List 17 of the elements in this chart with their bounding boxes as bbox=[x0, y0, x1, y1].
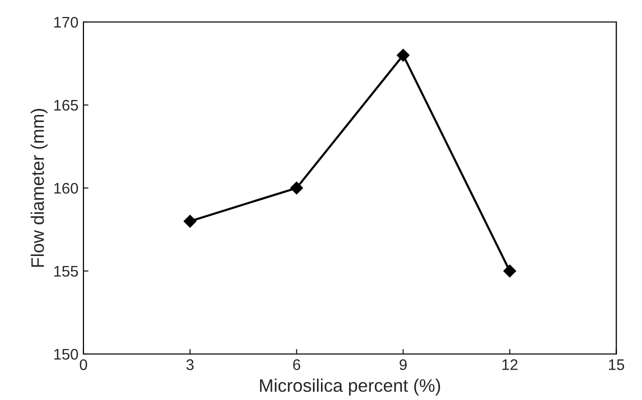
x-tick-label: 9 bbox=[400, 359, 407, 370]
x-tick-label: 0 bbox=[80, 359, 88, 370]
point bbox=[396, 48, 410, 62]
y-axis-title: Flow diameter (mm) bbox=[30, 108, 48, 267]
x-tick-label: 15 bbox=[608, 359, 624, 370]
x-tick-label: 6 bbox=[293, 359, 300, 370]
point bbox=[503, 264, 516, 278]
point bbox=[290, 182, 304, 194]
y-tick-label: 165 bbox=[54, 100, 78, 111]
point bbox=[184, 214, 196, 228]
x-axis-title: Microsilica percent (%) bbox=[260, 378, 440, 396]
y-tick-label: 155 bbox=[54, 266, 78, 277]
y-tick-label: 150 bbox=[54, 348, 78, 360]
x-tick-label: 3 bbox=[186, 359, 194, 370]
x-tick-label: 12 bbox=[502, 359, 518, 370]
y-tick-label: 170 bbox=[54, 16, 78, 28]
y-tick-label: 160 bbox=[54, 182, 78, 194]
